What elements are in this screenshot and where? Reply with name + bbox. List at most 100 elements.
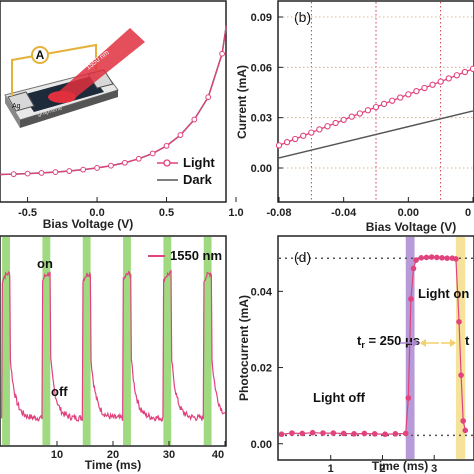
electrode-label: Ag xyxy=(12,103,21,110)
photocurrent-point xyxy=(408,296,414,302)
panel-b-yticks: 0.00 0.03 0.06 0.09 xyxy=(251,12,283,175)
x-tick-label: 30 xyxy=(163,449,175,461)
panel-b-xticks: -0.08 -0.04 0.00 0 xyxy=(266,197,474,219)
series-light-point xyxy=(163,142,170,149)
panel-a-plot xyxy=(0,25,228,178)
series-light-point xyxy=(380,100,388,108)
photocurrent-point xyxy=(444,255,450,261)
x-tick-label: 1.0 xyxy=(228,207,243,219)
photocurrent-point xyxy=(330,430,337,436)
photocurrent-point xyxy=(428,254,435,260)
panel-b-frame xyxy=(277,0,474,203)
on-window-band xyxy=(2,237,10,445)
on-window-band xyxy=(163,237,172,445)
series-light-point xyxy=(275,142,283,149)
series-light-point xyxy=(332,119,339,127)
panel-d-yticks: 0.00 0.02 0.04 xyxy=(251,286,283,451)
ammeter-label: A xyxy=(36,48,45,62)
panel-d-xticks: 1 2 3 xyxy=(328,455,437,474)
ammeter xyxy=(31,46,49,64)
on-annotation: on xyxy=(37,256,53,271)
x-tick-label: 0.5 xyxy=(159,207,174,219)
series-light-point xyxy=(308,129,315,136)
off-annotation: off xyxy=(51,384,68,399)
photocurrent-point xyxy=(320,430,326,436)
series-light-point xyxy=(405,91,412,98)
photocurrent-point xyxy=(402,430,409,437)
y-tick-label: 0.04 xyxy=(251,286,273,298)
series-light-point xyxy=(177,132,184,138)
panel-d-ylabel: Photocurrent (mA) xyxy=(237,295,251,401)
laser-beam xyxy=(55,28,145,102)
panel-d-tag: (d) xyxy=(294,249,311,265)
series-light-point xyxy=(10,171,17,178)
photocurrent-point xyxy=(361,430,368,437)
rise-time-symbol: t xyxy=(357,333,362,348)
on-window-band xyxy=(203,237,212,445)
y-tick-label: 0.02 xyxy=(251,363,272,375)
panel-b-tag: (b) xyxy=(294,9,311,25)
photocurrent-point xyxy=(278,431,285,438)
x-tick-label: 3 xyxy=(431,463,437,474)
series-light-point xyxy=(135,155,142,162)
rise-time-annotation: tr = 250 μs xyxy=(357,333,420,350)
panel-c-xticks: 10 20 30 40 xyxy=(51,441,226,461)
photocurrent-point xyxy=(439,255,445,261)
series-light-point xyxy=(149,150,156,157)
y-tick-label: 0.00 xyxy=(251,163,272,175)
panel-c: 1550 nm on off 10 20 30 40 Time (ms) xyxy=(0,235,227,472)
light-off-annotation: Light off xyxy=(313,390,366,405)
series-light-point xyxy=(437,78,444,85)
photocurrent-point xyxy=(309,429,316,436)
photocurrent-point xyxy=(351,431,357,437)
photocurrent-point xyxy=(413,257,419,263)
panel-b-plot xyxy=(275,65,474,159)
panel-a: A 1550 nm Ag graphene Light Dark -0.5 0.0… xyxy=(0,0,244,231)
series-light-point xyxy=(453,72,460,79)
substrate-side xyxy=(20,90,118,128)
panel-b-grid xyxy=(279,2,473,201)
series-light-point xyxy=(219,50,226,57)
series-light-point xyxy=(445,75,452,82)
y-tick-label: 0.06 xyxy=(251,62,272,74)
series-light-point xyxy=(283,139,291,146)
series-light-point xyxy=(324,123,331,130)
photocurrent-point xyxy=(433,254,440,261)
series-light-point xyxy=(24,170,31,177)
photocurrent-point xyxy=(418,255,425,261)
panel-c-xlabel: Time (ms) xyxy=(85,458,141,472)
series-light-point xyxy=(372,103,380,111)
device-schematic: A 1550 nm Ag graphene xyxy=(4,28,145,128)
x-tick-label: 1 xyxy=(328,463,334,474)
series-light-point xyxy=(191,116,198,123)
x-tick-label: 10 xyxy=(51,449,63,461)
on-window-band xyxy=(42,237,51,445)
series-light-point xyxy=(66,168,73,174)
legend-light-label: Light xyxy=(183,155,215,170)
panel-d: (d) Light on Light off tr = 250 μs t 0.0… xyxy=(237,235,474,474)
x-tick-label: -0.04 xyxy=(331,207,357,219)
x-tick-label: -0.08 xyxy=(266,207,291,219)
photocurrent-point xyxy=(392,431,399,437)
series-light-point xyxy=(205,94,212,101)
panel-d-plot xyxy=(278,254,469,438)
series-1550-line xyxy=(0,269,226,423)
laser-spot xyxy=(48,91,76,103)
photocurrent-point xyxy=(410,265,417,272)
photocurrent-point xyxy=(456,319,462,325)
rise-time-subscript: r xyxy=(361,340,365,350)
series-light-point xyxy=(413,88,420,95)
series-light-point xyxy=(397,94,404,101)
panel-b-ylabel: Current (mA) xyxy=(235,65,249,139)
series-light-point xyxy=(348,113,355,120)
rise-arrows xyxy=(400,339,456,347)
on-window-band xyxy=(82,237,91,445)
panel-d-frame xyxy=(277,235,474,461)
panel-a-legend: Light Dark xyxy=(157,155,215,187)
series-light-point xyxy=(80,166,87,173)
series-light-point xyxy=(121,159,128,166)
panel-b: (b) 0.00 0.03 0.06 0.09 -0.08 -0.04 0.00 0 Cur… xyxy=(235,0,474,234)
photocurrent-point xyxy=(299,430,306,437)
substrate-front xyxy=(5,95,20,128)
photocurrent-point xyxy=(405,395,412,401)
